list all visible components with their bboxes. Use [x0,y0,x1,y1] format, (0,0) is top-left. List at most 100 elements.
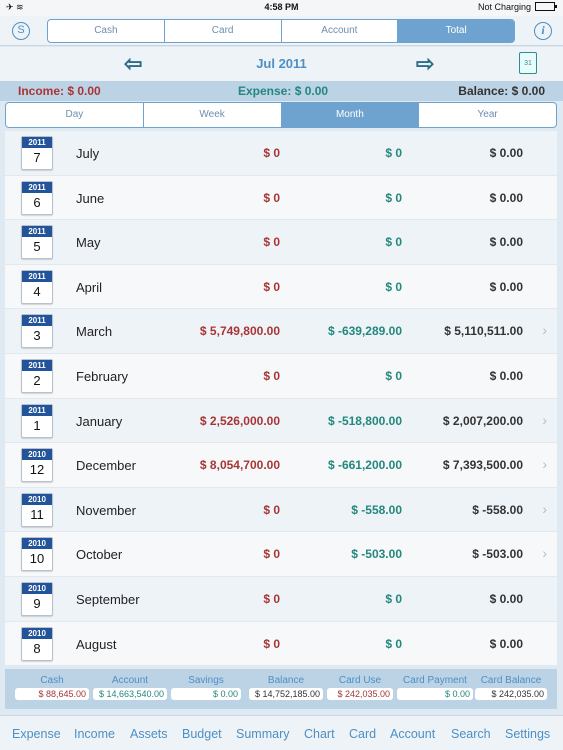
calendar-year: 2011 [22,270,52,282]
chevron-right-icon: › [542,411,547,428]
chevron-right-icon: › [542,456,547,473]
tab-account[interactable]: Account [390,727,436,741]
income-value: $ 8,054,700.00 [199,458,280,473]
list-item[interactable]: 2010 9 September $ 0 $ 0 $ 0.00 [5,576,557,622]
list-item[interactable]: 2010 11 November $ 0 $ -558.00 $ -558.00 › [5,487,557,533]
list-item[interactable]: 2010 12 December $ 8,054,700.00 $ -661,200.0… [5,443,557,488]
airplane-wifi-icon: ✈ ≋ [6,2,24,12]
expense-value: $ -661,200.00 [327,458,402,473]
income-value: $ 5,749,800.00 [199,324,280,339]
balance-value: $ 5,110,511.00 [444,324,523,339]
list-item[interactable]: 2011 1 January $ 2,526,000.00 $ -518,800.00 $… [5,398,557,444]
balance-value: $ -503.00 [472,547,523,562]
calendar-month-number: 11 [30,506,44,522]
tab-card[interactable]: Card [165,20,282,42]
next-arrow-icon[interactable]: ⇨ [416,51,435,76]
calendar-icon: 2011 1 [21,403,53,438]
total-value: $ 14,663,540.00 [93,688,167,700]
calendar-month-number: 2 [33,372,41,388]
currency-icon[interactable]: S [12,22,30,40]
income-value: $ 0 [263,190,280,205]
list-item[interactable]: 2011 6 June $ 0 $ 0 $ 0.00 [5,175,557,221]
calendar-month-number: 3 [33,328,41,344]
period-tab-day[interactable]: Day [6,103,144,127]
period-selector: Day Week Month Year [5,102,557,128]
total-value: $ 88,645.00 [15,688,89,700]
tab-income[interactable]: Income [74,727,115,741]
calendar-icon[interactable]: 31 [519,52,537,74]
balance-value: $ 0.00 [489,636,523,651]
total-label: Card Payment [403,675,467,686]
tab-assets[interactable]: Assets [130,727,168,741]
calendar-year: 2011 [22,226,52,238]
list-item[interactable]: 2010 8 August $ 0 $ 0 $ 0.00 [5,621,557,667]
calendar-year: 2010 [22,493,52,505]
tab-total[interactable]: Total [398,20,514,42]
calendar-month-number: 9 [33,595,41,611]
month-name: March [76,324,113,340]
calendar-icon: 2010 10 [21,537,53,572]
chevron-right-icon: › [542,322,547,339]
list-item[interactable]: 2011 2 February $ 0 $ 0 $ 0.00 [5,353,557,399]
month-name: August [76,636,117,652]
income-value: $ 0 [263,591,280,606]
current-period-title: Jul 2011 [256,56,307,71]
month-name: January [76,413,123,429]
battery-icon [535,2,557,11]
charging-label: Not Charging [477,2,531,12]
tab-card[interactable]: Card [349,727,377,741]
top-bar: S Cash Card Account Total i [0,16,563,46]
calendar-year: 2011 [22,315,52,327]
status-time: 4:58 PM [264,2,299,12]
month-name: July [76,146,100,161]
period-summary: Income: $ 0.00 Expense: $ 0.00 Balance: … [0,81,563,101]
balance-value: $ 0.00 [489,591,523,606]
total-label: Cash [40,675,64,686]
balance-value: $ -558.00 [472,502,523,517]
balance-value: $ 0.00 [489,279,523,294]
period-tab-month[interactable]: Month [281,103,420,127]
list-item[interactable]: 2010 10 October $ 0 $ -503.00 $ -503.00 › [5,532,557,577]
expense-value: $ 0 [385,279,402,294]
total-balance: Balance $ 14,752,185.00 [249,675,323,700]
calendar-month-number: 8 [33,640,41,656]
total-label: Account [111,675,149,686]
tab-chart[interactable]: Chart [304,727,335,741]
tab-account[interactable]: Account [282,20,399,42]
income-value: $ 0 [263,146,280,160]
calendar-month-number: 4 [33,283,41,299]
list-item[interactable]: 2011 7 July $ 0 $ 0 $ 0.00 [5,131,557,176]
total-card-balance: Card Balance $ 242,035.00 [475,675,547,700]
income-summary: Income: $ 0.00 [18,84,101,98]
tab-search[interactable]: Search [451,727,491,741]
expense-value: $ -518,800.00 [327,413,402,428]
period-tab-year[interactable]: Year [477,109,498,120]
calendar-icon: 2010 11 [21,492,53,527]
list-item[interactable]: 2011 4 April $ 0 $ 0 $ 0.00 [5,264,557,310]
calendar-month-number: 12 [29,462,45,478]
prev-arrow-icon[interactable]: ⇦ [124,51,143,76]
list-item[interactable]: 2011 5 May $ 0 $ 0 $ 0.00 [5,220,557,265]
account-type-selector: Cash Card Account Total [47,19,515,43]
tab-settings[interactable]: Settings [505,727,551,741]
period-tab-week[interactable]: Week [144,103,282,127]
income-value: $ 0 [263,636,280,651]
expense-value: $ 0 [385,235,402,250]
income-value: $ 0 [263,279,280,294]
info-icon[interactable]: i [534,22,552,40]
balance-value: $ 2,007,200.00 [442,413,523,428]
month-name: December [76,458,136,474]
date-nav-bar: ⇦ Jul 2011 ⇨ 31 [0,47,563,81]
month-name: November [76,502,136,518]
tab-cash[interactable]: Cash [48,20,165,42]
total-label: Card Balance [480,675,542,686]
list-item[interactable]: 2011 3 March $ 5,749,800.00 $ -639,289.00 $ 5… [5,309,557,354]
tab-expense[interactable]: Expense [12,727,61,741]
chevron-right-icon: › [542,500,547,517]
expense-value: $ -503.00 [351,547,402,562]
total-label: Savings [188,675,224,686]
tab-summary[interactable]: Summary [236,727,290,741]
calendar-month-number: 1 [33,417,41,433]
tab-budget[interactable]: Budget [182,727,222,741]
expense-summary: Expense: $ 0.00 [238,84,329,98]
